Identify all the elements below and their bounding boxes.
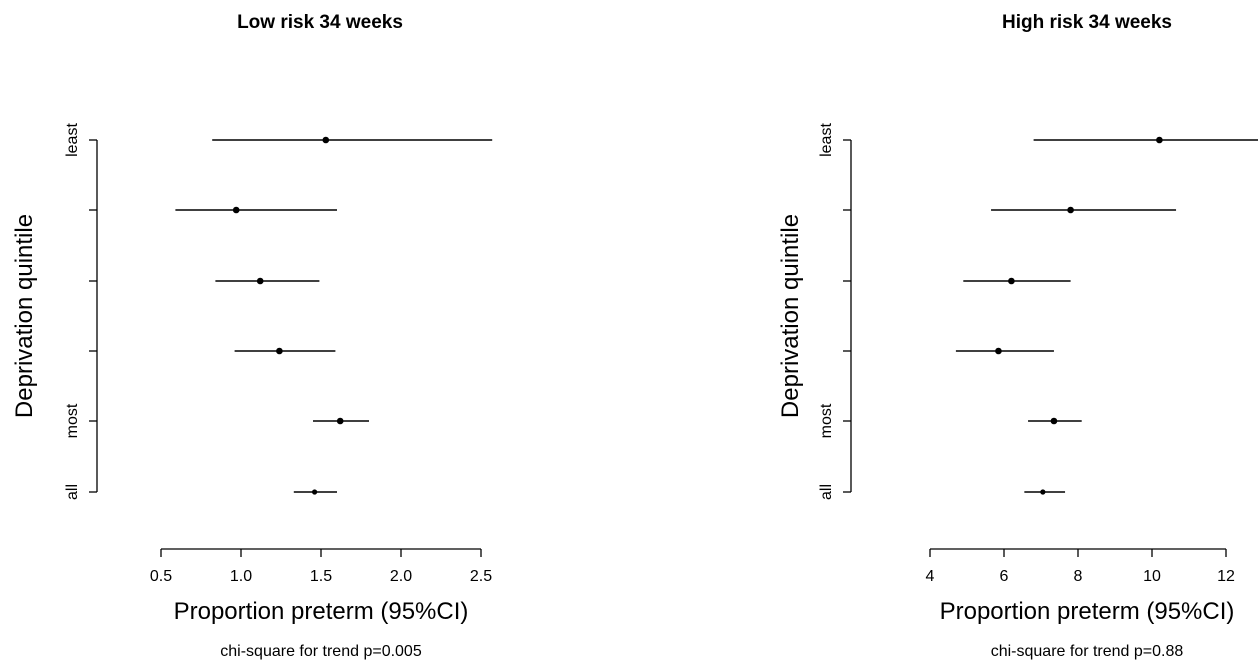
y-tick-label: least — [818, 123, 835, 157]
x-tick-label: 10 — [1143, 568, 1161, 585]
point-estimate — [1050, 417, 1058, 425]
chart-title: High risk 34 weeks — [1002, 12, 1172, 33]
y-tick-label: least — [64, 123, 81, 157]
x-tick-label: 2.5 — [470, 568, 492, 585]
x-tick-label: 6 — [1000, 568, 1009, 585]
point-estimate — [1008, 277, 1015, 285]
y-tick-label: all — [818, 484, 835, 500]
chart-title: Low risk 34 weeks — [237, 12, 403, 33]
plot-area: least most all 4 6 8 10 12 — [818, 123, 1258, 585]
point-estimate — [256, 277, 264, 285]
point-estimate — [312, 489, 318, 495]
trend-test-note: chi-square for trend p=0.005 — [220, 643, 422, 660]
x-tick-label: 0.5 — [150, 568, 172, 585]
x-tick-label: 2.0 — [390, 568, 412, 585]
trend-test-note: chi-square for trend p=0.88 — [991, 643, 1184, 660]
x-tick-label: 1.0 — [230, 568, 252, 585]
x-tick-label: 8 — [1074, 568, 1083, 585]
point-estimate — [336, 417, 344, 425]
x-axis-title: Proportion preterm (95%CI) — [174, 598, 469, 625]
y-tick-label: most — [818, 403, 835, 438]
x-axis-title: Proportion preterm (95%CI) — [940, 598, 1235, 625]
y-tick-label: most — [64, 403, 81, 438]
point-estimate — [1156, 136, 1163, 144]
point-estimate — [276, 347, 283, 355]
x-tick-label: 12 — [1217, 568, 1235, 585]
y-tick-label: all — [64, 484, 81, 500]
x-tick-label: 4 — [926, 568, 935, 585]
y-axis-title: Deprivation quintile — [777, 214, 804, 418]
panel-low-risk: Low risk 34 weeks Deprivation quintile P… — [11, 12, 492, 660]
point-estimate — [995, 347, 1002, 355]
point-estimate — [1067, 206, 1074, 214]
point-estimate — [1040, 489, 1046, 495]
plot-area: least most all 0.5 1.0 1.5 2.0 2.5 — [64, 123, 492, 585]
point-estimate — [232, 206, 240, 214]
y-axis-title: Deprivation quintile — [11, 214, 38, 418]
x-tick-label: 1.5 — [310, 568, 332, 585]
point-estimate — [322, 136, 330, 144]
panel-high-risk: High risk 34 weeks Deprivation quintile … — [777, 12, 1258, 660]
